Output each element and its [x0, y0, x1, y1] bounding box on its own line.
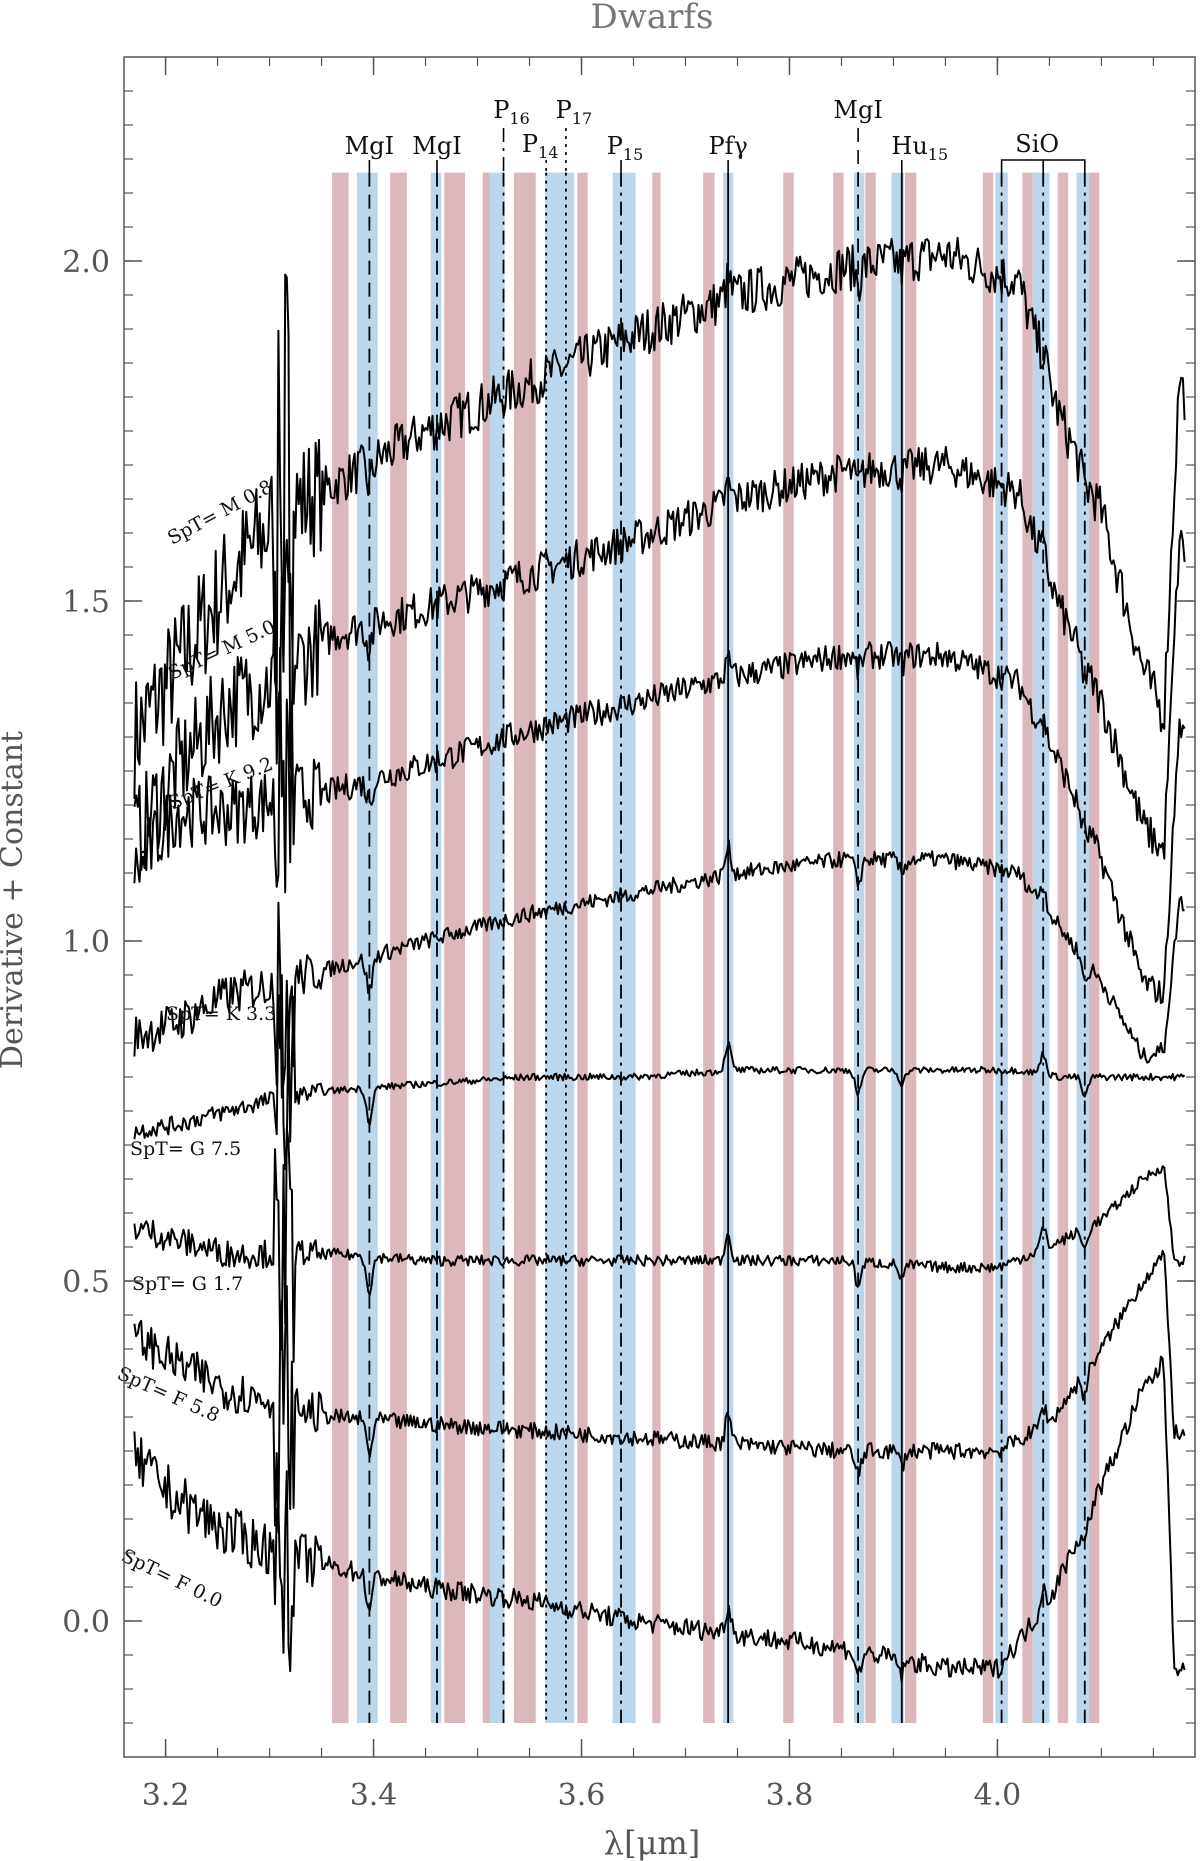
series-line-1	[133, 445, 1186, 872]
axes: 3.2 3.4 3.6 3.8 4.0 0.0 0.5 1.0 1.5 2.0	[62, 56, 1196, 1813]
marker-label-5: P15	[607, 132, 644, 164]
marker-label-2: P16	[493, 96, 530, 128]
spectra-series	[133, 236, 1186, 1683]
series-line-5	[133, 1127, 1186, 1363]
red-band-15	[1088, 172, 1100, 1724]
marker-label-7: MgI	[833, 96, 882, 124]
blue-band-1	[430, 172, 442, 1724]
highlight-bands	[331, 172, 1100, 1724]
series-label-4: SpT= G 7.5	[130, 1138, 241, 1160]
x-axis-label: λ[μm]	[604, 1824, 700, 1861]
series-line-7	[133, 1355, 1186, 1683]
marker-label-9: SiO	[1015, 130, 1059, 158]
red-band-2	[444, 172, 466, 1724]
series-line-2	[133, 641, 1186, 1004]
series-label-5: SpT= G 1.7	[132, 1273, 243, 1295]
x-tick-label-1: 3.4	[350, 1778, 398, 1813]
red-band-6	[652, 172, 661, 1724]
red-band-5	[577, 172, 588, 1724]
red-band-13	[1022, 172, 1033, 1724]
x-tick-label-3: 3.8	[766, 1778, 814, 1813]
y-tick-label-0: 0.0	[62, 1605, 110, 1640]
blue-band-0	[356, 172, 378, 1724]
series-label-3: SpT= K 3.3	[166, 1003, 276, 1025]
blue-band-2	[490, 172, 505, 1724]
series-line-4	[133, 974, 1186, 1170]
x-tick-label-2: 3.6	[558, 1778, 606, 1813]
x-tick-label-0: 3.2	[142, 1778, 190, 1813]
y-tick-label-4: 2.0	[62, 245, 110, 280]
marker-label-4: P17	[556, 96, 593, 128]
marker-label-8: Hu15	[891, 132, 948, 164]
red-band-11	[904, 172, 917, 1724]
blue-band-6	[853, 172, 865, 1724]
y-axis-label: Derivative + Constant	[0, 731, 30, 1069]
series-line-3	[133, 839, 1185, 1099]
red-band-12	[982, 172, 994, 1724]
marker-label-1: MgI	[412, 132, 461, 160]
marker-label-6: Pfγ	[708, 132, 747, 160]
y-tick-label-1: 0.5	[62, 1265, 110, 1300]
red-band-7	[703, 172, 715, 1724]
red-band-8	[783, 172, 794, 1724]
red-band-14	[1057, 172, 1069, 1724]
blue-band-7	[891, 172, 904, 1724]
blue-band-3	[545, 172, 575, 1724]
red-band-10	[865, 172, 876, 1724]
x-tick-label-4: 4.0	[974, 1778, 1022, 1813]
red-band-0	[331, 172, 349, 1724]
series-line-6	[133, 1249, 1186, 1534]
red-band-4	[513, 172, 536, 1724]
series-line-0	[133, 236, 1186, 799]
blue-band-10	[1076, 172, 1089, 1724]
marker-label-3: P14	[522, 130, 559, 162]
chart-title: Dwarfs	[591, 0, 714, 37]
y-tick-label-3: 1.5	[62, 585, 110, 620]
y-tick-label-2: 1.0	[62, 925, 110, 960]
series-label-7: SpT= F 0.0	[118, 1545, 226, 1613]
red-band-9	[833, 172, 844, 1724]
blue-band-9	[1032, 172, 1050, 1724]
blue-band-4	[612, 172, 636, 1724]
marker-label-0: MgI	[345, 132, 394, 160]
